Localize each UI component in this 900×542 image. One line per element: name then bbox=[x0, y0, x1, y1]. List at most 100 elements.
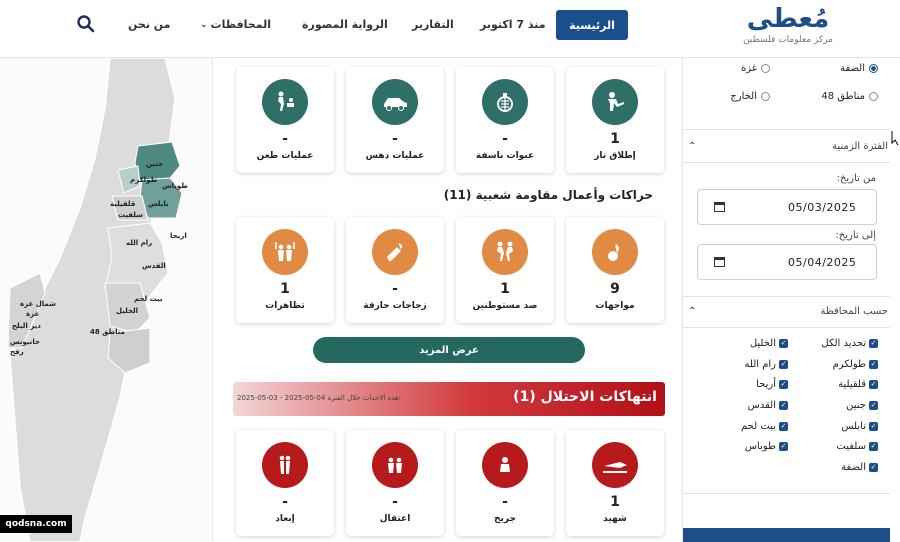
governorate-checkbox-tubas[interactable]: ✓ طوباس bbox=[745, 441, 788, 452]
check-icon: ✓ bbox=[779, 339, 788, 348]
governorate-checkbox-salfit[interactable]: ✓ سلفيت bbox=[836, 441, 878, 452]
governorate-checkbox-bethlehem[interactable]: ✓ بيت لحم bbox=[741, 421, 788, 432]
martyr-icon bbox=[592, 442, 638, 488]
card-count: 1 bbox=[610, 131, 620, 147]
card-arrest[interactable]: - اعتقال bbox=[346, 430, 444, 536]
nav-about-link[interactable]: من نحن bbox=[128, 18, 171, 31]
nav-reports-link[interactable]: التقارير bbox=[412, 18, 454, 31]
bottom-banner[interactable] bbox=[683, 528, 890, 542]
chevron-up-icon[interactable]: ⌃ bbox=[688, 141, 697, 152]
governorate-checkbox-jenin[interactable]: ✓ جنين bbox=[846, 400, 878, 411]
checkbox-label: بيت لحم bbox=[741, 421, 776, 432]
from-date-input[interactable]: 05/03/2025 bbox=[697, 189, 877, 225]
card-protests[interactable]: 1 تظاهرات bbox=[236, 217, 334, 323]
shooting-icon bbox=[592, 79, 638, 125]
map-label-jenin[interactable]: جنين bbox=[146, 160, 164, 168]
region-radio-abroad[interactable]: الخارج bbox=[730, 91, 770, 102]
to-date-input[interactable]: 05/04/2025 bbox=[697, 244, 877, 280]
card-label: مواجهات bbox=[595, 301, 635, 311]
checkbox-label: طولكرم bbox=[832, 359, 866, 370]
governorate-checkbox-tulkarm[interactable]: ✓ طولكرم bbox=[833, 359, 878, 370]
map-label-nablus[interactable]: نابلس bbox=[148, 200, 169, 208]
logo-subtitle: مركز معلومات فلسطين bbox=[743, 35, 833, 45]
radio-label: الخارج bbox=[730, 91, 757, 102]
card-count: - bbox=[282, 131, 288, 147]
card-martyr[interactable]: 1 شهيد bbox=[566, 430, 664, 536]
protest-icon bbox=[262, 229, 308, 275]
card-ramming[interactable]: - عمليات دهس bbox=[346, 67, 444, 173]
card-label: عبوات ناسفة bbox=[475, 151, 535, 161]
map-label-deir-balah[interactable]: دير البلح bbox=[12, 322, 41, 330]
card-settlers-repel[interactable]: 1 صد مستوطنين bbox=[456, 217, 554, 323]
card-label: اعتقال bbox=[379, 514, 411, 524]
map-label-salfit[interactable]: سلفيت bbox=[118, 211, 144, 219]
map-label-tulkarm[interactable]: طولكرم bbox=[130, 176, 158, 184]
governorate-checkbox-nablus[interactable]: ✓ نابلس bbox=[841, 421, 878, 432]
region-radio-gaza[interactable]: غزة bbox=[741, 63, 770, 74]
map-label-rafah[interactable]: رفح bbox=[10, 348, 24, 356]
check-icon: ✓ bbox=[779, 360, 788, 369]
site-logo[interactable]: مُعطى مركز معلومات فلسطين bbox=[738, 4, 838, 52]
map-label-khan-younis[interactable]: خانيونس bbox=[10, 338, 41, 346]
divider bbox=[683, 493, 890, 494]
map-label-jericho[interactable]: اريحا bbox=[170, 232, 187, 240]
map-label-qalqilya[interactable]: قلقيلية bbox=[110, 200, 136, 208]
nav-photo-story-link[interactable]: الرواية المصورة bbox=[302, 18, 388, 31]
card-count: 1 bbox=[610, 494, 620, 510]
arrest-icon bbox=[372, 442, 418, 488]
card-shooting[interactable]: 1 إطلاق نار bbox=[566, 67, 664, 173]
nav-oct7-link[interactable]: منذ 7 اكتوبر bbox=[480, 18, 546, 31]
map-label-bethlehem[interactable]: بيت لحم bbox=[134, 295, 163, 303]
map-label-hebron[interactable]: الخليل bbox=[116, 307, 139, 315]
top-navbar: مُعطى مركز معلومات فلسطين الرئيسية منذ 7… bbox=[0, 0, 900, 58]
governorate-checkbox-hebron[interactable]: ✓ الخليل bbox=[750, 338, 788, 349]
check-icon: ✓ bbox=[779, 422, 788, 431]
governorate-section-title[interactable]: حسب المحافظة bbox=[820, 306, 888, 317]
check-icon: ✓ bbox=[869, 339, 878, 348]
radio-label: مناطق 48 bbox=[821, 91, 865, 102]
violations-note-prefix: هذه الاحداث خلال الفترة: bbox=[327, 394, 401, 402]
search-icon[interactable] bbox=[76, 14, 96, 34]
nav-home-button[interactable]: الرئيسية bbox=[556, 10, 628, 40]
region-radio-westbank[interactable]: الضفة bbox=[840, 63, 878, 74]
map-label-north-gaza[interactable]: شمال غزة bbox=[20, 300, 56, 308]
map-label-jerusalem[interactable]: القدس bbox=[142, 262, 166, 270]
card-count: - bbox=[502, 494, 508, 510]
map-label-ramallah[interactable]: رام الله bbox=[126, 239, 153, 247]
map-label-tubas[interactable]: طوباس bbox=[162, 182, 188, 190]
palestine-map: جنين طولكرم طوباس قلقيلية نابلس سلفيت را… bbox=[0, 58, 212, 542]
card-count: 1 bbox=[280, 281, 290, 297]
card-label: شهيد bbox=[603, 514, 627, 524]
molotov-icon bbox=[372, 229, 418, 275]
check-icon: ✓ bbox=[869, 401, 878, 410]
card-deportation[interactable]: - إبعاد bbox=[236, 430, 334, 536]
card-clashes[interactable]: 9 مواجهات bbox=[566, 217, 664, 323]
region-radio-area48[interactable]: مناطق 48 bbox=[821, 91, 878, 102]
period-section-title[interactable]: الفترة الزمنية bbox=[832, 141, 888, 152]
checkbox-label: الضفة bbox=[841, 462, 866, 473]
violations-banner: انتهاكات الاحتلال (1) 2025-05-03 - 2025-… bbox=[233, 382, 665, 416]
governorate-checkbox-jerusalem[interactable]: ✓ القدس bbox=[748, 400, 788, 411]
governorate-checkbox-ramallah[interactable]: ✓ رام الله bbox=[745, 359, 788, 370]
watermark: qodsna.com bbox=[0, 515, 72, 533]
show-more-button[interactable]: عرض المزيد bbox=[313, 337, 585, 363]
from-date-value: 05/03/2025 bbox=[788, 201, 857, 214]
governorate-checkbox-all[interactable]: ✓ تحديد الكل bbox=[821, 338, 878, 349]
from-date-label: من تاريخ: bbox=[836, 173, 876, 184]
checkbox-label: تحديد الكل bbox=[821, 338, 866, 349]
map-divider bbox=[212, 58, 213, 542]
map-label-area48[interactable]: مناطق 48 bbox=[90, 328, 125, 336]
card-count: - bbox=[392, 494, 398, 510]
mouse-cursor-icon bbox=[891, 130, 899, 146]
card-explosives[interactable]: - عبوات ناسفة bbox=[456, 67, 554, 173]
map-label-gaza[interactable]: غزة bbox=[26, 310, 40, 318]
card-injured[interactable]: - جريح bbox=[456, 430, 554, 536]
chevron-up-icon[interactable]: ⌃ bbox=[688, 306, 697, 317]
governorate-checkbox-qalqilya[interactable]: ✓ قلقيلية bbox=[838, 379, 878, 390]
card-stabbing[interactable]: - عمليات طعن bbox=[236, 67, 334, 173]
check-icon: ✓ bbox=[869, 463, 878, 472]
governorate-checkbox-jericho[interactable]: ✓ أريحا bbox=[756, 379, 788, 390]
nav-governorates-dropdown[interactable]: ⌄ المحافظات bbox=[200, 18, 271, 31]
governorate-checkbox-westbank[interactable]: ✓ الضفة bbox=[841, 462, 878, 473]
card-molotov[interactable]: - زجاجات حارقة bbox=[346, 217, 444, 323]
